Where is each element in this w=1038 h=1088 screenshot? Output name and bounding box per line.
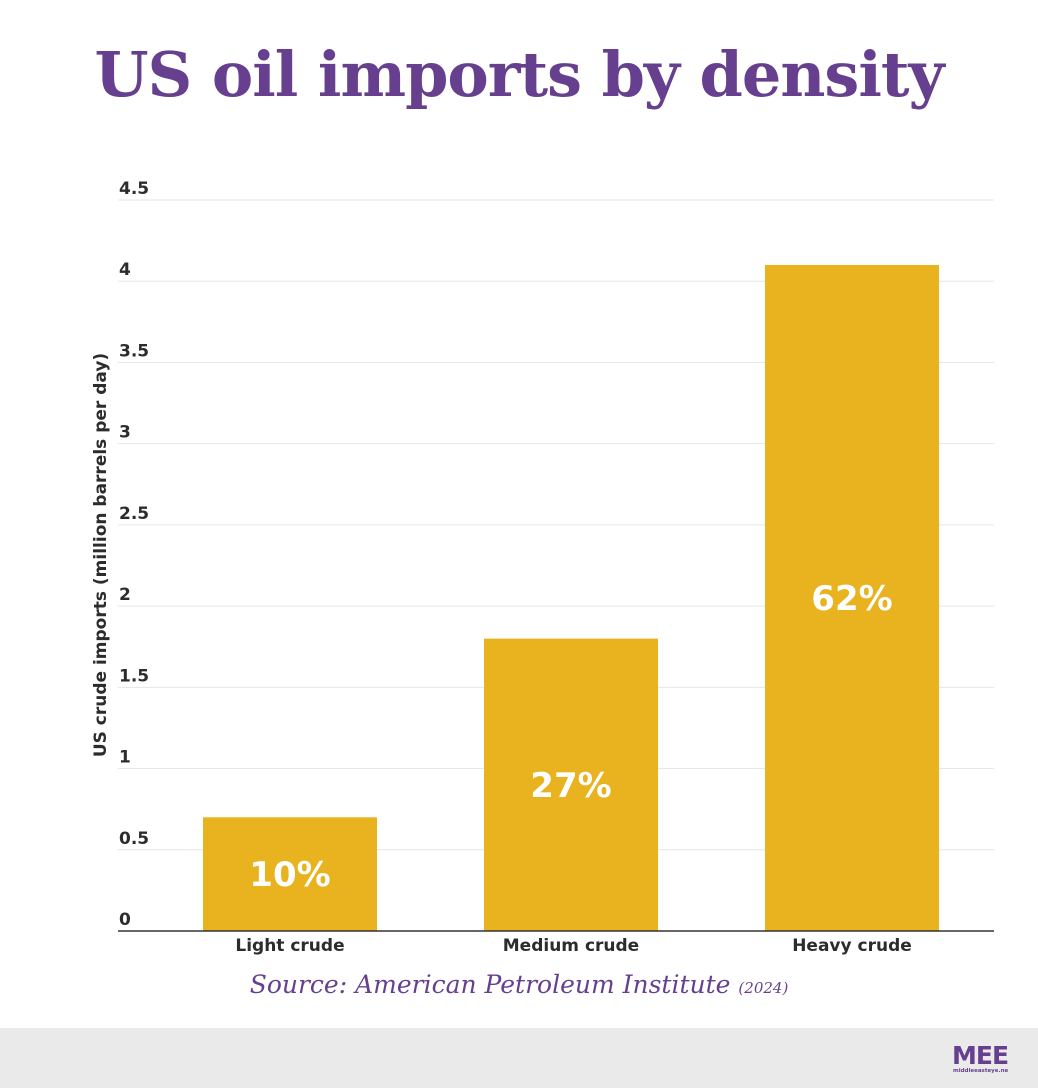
footer-bar: MEE middleeasteye.net	[0, 1028, 1038, 1088]
bar-data-label: 10%	[249, 855, 330, 895]
source-note: Source: American Petroleum Institute (20…	[0, 970, 1038, 999]
y-tick-label: 0	[119, 910, 131, 930]
bars	[203, 264, 939, 931]
bar-chart: 0 0.5 1 1.5 2 2.5 3 3.5 4 4.5 10% 27% 62% Light cru…	[91, 179, 994, 956]
bar-data-label: 27%	[530, 766, 611, 806]
y-tick-label: 3	[119, 423, 131, 443]
svg-text:MEE: MEE	[952, 1041, 1008, 1070]
y-tick-label: 1.5	[119, 666, 149, 686]
x-axis-labels: Light crude Medium crude Heavy crude	[235, 936, 911, 956]
mee-logo[interactable]: MEE middleeasteye.net	[952, 1040, 1008, 1074]
x-category-label: Medium crude	[503, 936, 639, 956]
y-tick-label: 4.5	[119, 179, 149, 199]
y-tick-label: 2.5	[119, 504, 149, 524]
x-category-label: Heavy crude	[792, 936, 912, 956]
chart-title: US oil imports by density	[94, 38, 944, 111]
y-axis-label: US crude imports (million barrels per da…	[91, 353, 111, 757]
y-axis-ticks: 0 0.5 1 1.5 2 2.5 3 3.5 4 4.5	[119, 179, 149, 930]
y-tick-label: 0.5	[119, 829, 149, 849]
y-tick-label: 3.5	[119, 341, 149, 361]
y-tick-label: 1	[119, 748, 131, 768]
y-tick-label: 2	[119, 585, 131, 605]
bar	[765, 264, 939, 931]
x-category-label: Light crude	[235, 936, 344, 956]
source-label: Source: American Petroleum Institute	[249, 970, 731, 999]
source-year: (2024)	[738, 979, 789, 997]
bar-data-label: 62%	[811, 579, 892, 619]
data-labels: 10% 27% 62%	[249, 579, 892, 895]
svg-text:middleeasteye.net: middleeasteye.net	[953, 1068, 1008, 1074]
bar	[203, 817, 377, 931]
y-tick-label: 4	[119, 260, 131, 280]
bar	[484, 638, 658, 931]
